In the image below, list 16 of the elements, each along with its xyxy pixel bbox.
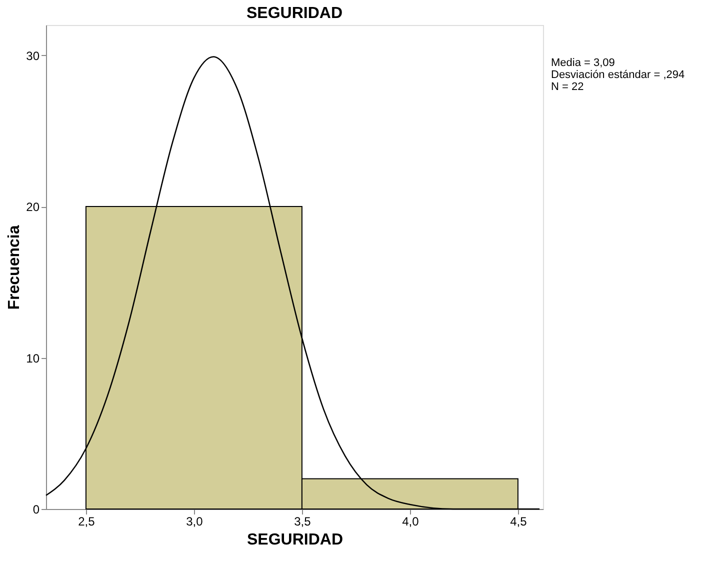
text: N = 22 bbox=[551, 81, 584, 93]
x-tick-label: 4,0 bbox=[402, 514, 420, 528]
text: Desviación estándar = ,294 bbox=[551, 69, 685, 81]
y-tick-label: 30 bbox=[26, 48, 40, 63]
y-tick-label: 20 bbox=[26, 200, 40, 214]
y-tick-label: 0 bbox=[32, 502, 40, 516]
x-tick-label: 4,5 bbox=[510, 514, 528, 528]
y-tick-label: 10 bbox=[26, 351, 40, 366]
text: Media = 3,09 bbox=[551, 57, 615, 69]
x-tick-label: 3,5 bbox=[294, 514, 312, 528]
y-axis-title: Frecuencia bbox=[6, 225, 24, 310]
x-tick-label: 2,5 bbox=[78, 514, 96, 528]
chart-title: SEGURIDAD bbox=[246, 5, 343, 22]
x-tick-label: 3,0 bbox=[186, 514, 204, 528]
x-axis-title: SEGURIDAD bbox=[246, 532, 344, 548]
line-series bbox=[45, 56, 540, 510]
